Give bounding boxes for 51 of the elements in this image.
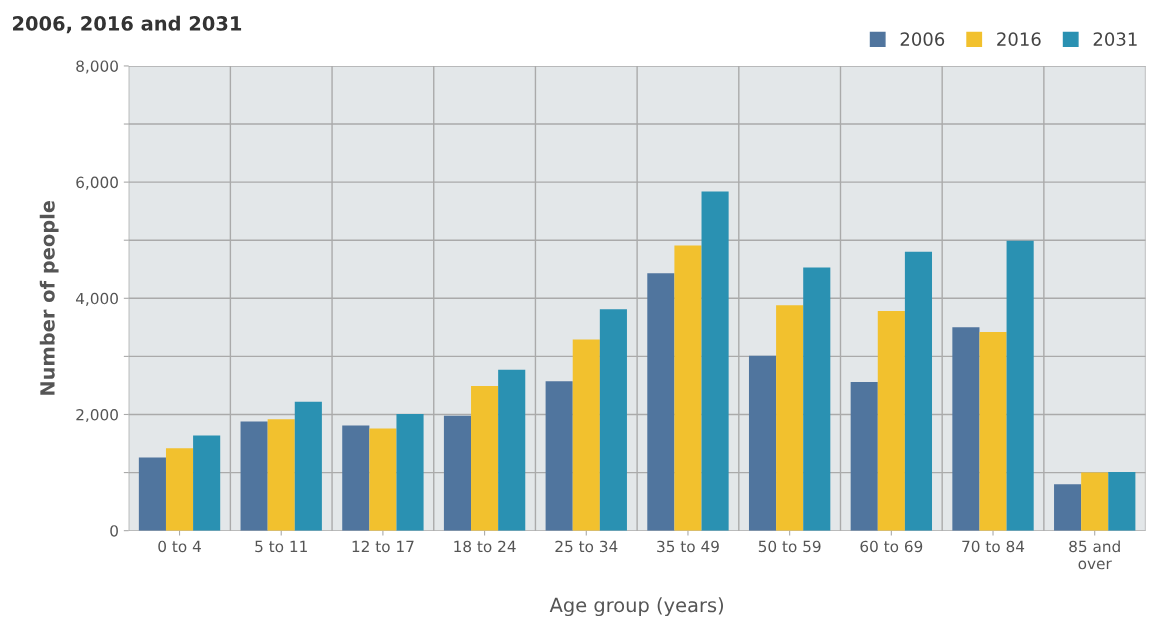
bar (803, 267, 831, 531)
bar (647, 273, 675, 531)
bar (674, 245, 702, 531)
x-tick-label: 5 to 11 (255, 540, 307, 553)
bar (471, 386, 499, 531)
y-tick-label: 2,000 (76, 408, 118, 423)
bar (952, 327, 980, 531)
bar (1054, 484, 1082, 531)
bar (701, 191, 729, 531)
x-axis-title: Age group (years) (549, 597, 723, 617)
bar (193, 435, 221, 531)
y-axis-title: Number of people (39, 200, 59, 395)
bar (776, 305, 804, 531)
bar (294, 401, 322, 531)
x-tick-label: 50 to 59 (758, 540, 821, 553)
y-tick-label: 0 (110, 525, 118, 537)
bar (599, 309, 627, 531)
bar (267, 419, 295, 531)
chart-title: 2006, 2016 and 2031 (13, 15, 242, 34)
x-tick-label: 70 to 84 (962, 540, 1025, 553)
bar (240, 421, 268, 531)
x-tick-label: 18 to 24 (454, 540, 516, 553)
y-tick-label: 8,000 (76, 60, 118, 74)
bar (1081, 472, 1109, 531)
bar (443, 415, 472, 531)
bar (979, 331, 1007, 531)
bar (165, 448, 194, 531)
bar (904, 251, 933, 531)
x-tick-label: 25 to 34 (555, 540, 618, 553)
x-tick-label: 0 to 4 (158, 540, 201, 553)
x-tick-label: 12 to 17 (352, 540, 414, 553)
bar (1006, 240, 1034, 531)
bar (748, 355, 777, 531)
bar (498, 369, 526, 531)
y-tick-label: 6,000 (76, 176, 118, 190)
bar (850, 381, 878, 531)
legend-label: 2031 (1093, 32, 1137, 46)
bar (545, 381, 573, 531)
bar (396, 413, 424, 531)
x-tick-label: 60 to 69 (860, 540, 923, 553)
legend-label: 2006 (900, 32, 945, 46)
bar (342, 425, 370, 531)
legend-label: 2016 (997, 32, 1041, 46)
bar (369, 428, 397, 531)
bar (138, 457, 166, 531)
x-tick-label: 35 to 49 (657, 540, 719, 553)
x-tick-label: 85 and over (1069, 540, 1120, 570)
bar (877, 311, 905, 531)
y-tick-label: 4,000 (75, 292, 118, 306)
bar (572, 339, 600, 531)
bar (1108, 471, 1136, 531)
